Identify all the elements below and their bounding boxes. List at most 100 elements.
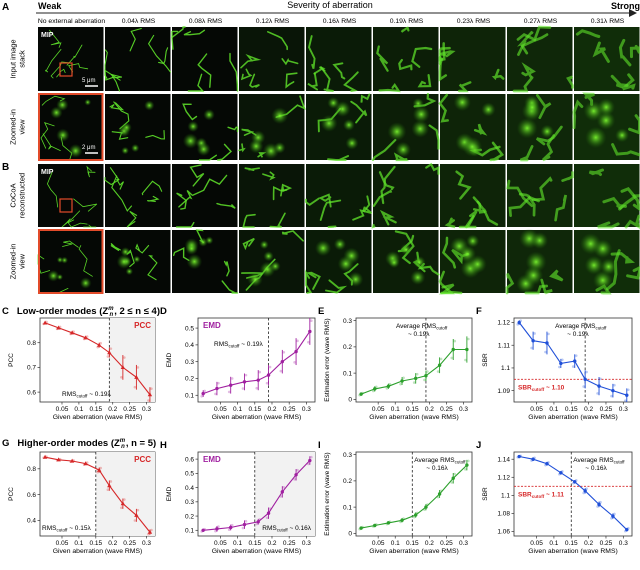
sample-point	[450, 481, 454, 484]
data-point	[215, 527, 219, 531]
data-point	[451, 476, 455, 480]
data-point	[373, 523, 377, 528]
row-label: Zoomed-in	[9, 244, 18, 280]
data-point	[424, 505, 428, 509]
sample-point	[120, 375, 123, 379]
column-header: 0.23λ RMS	[457, 18, 491, 25]
sample-point	[109, 347, 113, 350]
data-point	[242, 522, 247, 527]
y-tick-label: 1.1	[501, 365, 510, 372]
x-tick-label: 0.2	[108, 406, 117, 413]
sbr-cutoff-label: SBRcutoff ~ 1.10	[518, 384, 565, 392]
sample-point	[244, 519, 248, 523]
x-tick-label: 0.2	[267, 406, 276, 413]
chart-H: H 0.05 0.1 0.15 0.2 0.25 0.3 0.1 0.2 0.3 0.4 0.5 0.6…	[160, 440, 316, 555]
sample-point	[133, 519, 137, 522]
data-point	[597, 502, 601, 507]
cutoff-annotation-value: ~ 0.16λ	[426, 465, 448, 472]
y-tick-label: 0.6	[27, 492, 36, 499]
data-point	[96, 342, 102, 347]
y-tick-label: 0	[348, 397, 352, 404]
sample-point	[99, 341, 102, 345]
scalebar-label-a: 5 μm	[82, 78, 95, 84]
microscopy-grid: MIP MIP 5 μm 2 μm	[37, 25, 640, 295]
chart-letter: F	[476, 306, 482, 317]
sample-point	[626, 388, 630, 392]
higher-order-letter: G	[2, 438, 9, 449]
data-point	[69, 458, 75, 463]
micro-tile	[438, 27, 506, 93]
y-tick-label: 0.8	[27, 466, 36, 473]
metric-badge: EMD	[203, 321, 221, 330]
sample-point	[282, 486, 286, 489]
x-tick-label: 0.1	[391, 406, 400, 413]
y-tick-label: 0.3	[185, 359, 194, 366]
sample-point	[585, 487, 588, 490]
x-tick-label: 0.2	[425, 540, 434, 547]
x-tick-label: 0.25	[283, 406, 296, 413]
sample-point	[402, 376, 405, 380]
row-label: reconstructed	[18, 173, 27, 218]
sample-point	[412, 381, 416, 384]
cutoff-annotation: Average RMScutoff	[573, 457, 625, 465]
micro-tile	[172, 94, 239, 161]
y-tick-label: 1.06	[497, 529, 510, 536]
micro-tile	[38, 94, 104, 161]
sample-point	[265, 516, 269, 520]
sample-point	[453, 472, 457, 476]
micro-tile	[104, 27, 172, 92]
data-point	[242, 380, 247, 384]
y-tick-label: 0.4	[185, 485, 194, 492]
plot-frame	[197, 317, 316, 403]
chart-G: 0.05 0.1 0.15 0.2 0.25 0.3 0.4 0.6 0.8 Given aber…	[8, 451, 156, 555]
data-point	[83, 461, 88, 466]
x-tick-label: 0.15	[89, 540, 102, 547]
low-order-title-text: Low-order modes (Z	[17, 306, 109, 317]
column-headers: No external aberration 0.04λ RMS 0.08λ RMS…	[38, 18, 625, 25]
cutoff-annotation: RMScutoff ~ 0.19λ	[62, 391, 111, 399]
data-point	[266, 511, 271, 515]
x-tick-label: 0.3	[142, 540, 151, 547]
cutoff-annotation: Average RMScutoff	[555, 323, 607, 331]
data-point	[280, 359, 285, 364]
data-point	[625, 393, 629, 397]
charts-group: 0.05 0.1 0.15 0.2 0.25 0.3 0.6 0.7 0.8 Given aber…	[8, 306, 633, 555]
sample-point	[200, 394, 203, 398]
sample-point	[203, 389, 206, 393]
data-point	[437, 363, 442, 367]
micro-tile	[239, 164, 305, 228]
data-point	[228, 525, 233, 530]
data-point	[69, 330, 75, 335]
data-point	[56, 457, 61, 462]
panel-a-letter: A	[2, 2, 9, 13]
x-tick-label: 0.3	[302, 540, 311, 547]
y-tick-label: 0.4	[27, 518, 36, 525]
sample-point	[120, 506, 123, 510]
column-header: 0.08λ RMS	[189, 18, 223, 25]
y-tick-label: 0.2	[185, 513, 194, 520]
y-axis-label: Estimation error (wave RMS)	[324, 452, 331, 535]
data-point	[611, 388, 615, 393]
data-point	[308, 329, 312, 334]
data-point	[583, 377, 587, 381]
column-header: No external aberration	[38, 18, 105, 25]
micro-tile	[37, 230, 104, 294]
scalebar-label-zoom: 2 μm	[82, 145, 95, 151]
sample-point	[293, 361, 296, 364]
sample-point	[596, 505, 599, 508]
data-point	[228, 383, 233, 387]
micro-tile	[574, 27, 640, 91]
x-tick-label: 0.1	[74, 540, 83, 547]
sample-point	[544, 350, 547, 354]
x-tick-label: 0.05	[214, 540, 227, 547]
micro-tile	[306, 93, 372, 161]
sample-point	[123, 498, 126, 501]
micro-tile	[438, 93, 506, 162]
sample-point	[613, 512, 616, 516]
sample-point	[453, 339, 457, 343]
x-axis-label: Given aberration (wave RMS)	[369, 548, 459, 555]
sample-point	[227, 528, 231, 532]
y-axis-label: Estimation error (wave RMS)	[324, 318, 331, 401]
